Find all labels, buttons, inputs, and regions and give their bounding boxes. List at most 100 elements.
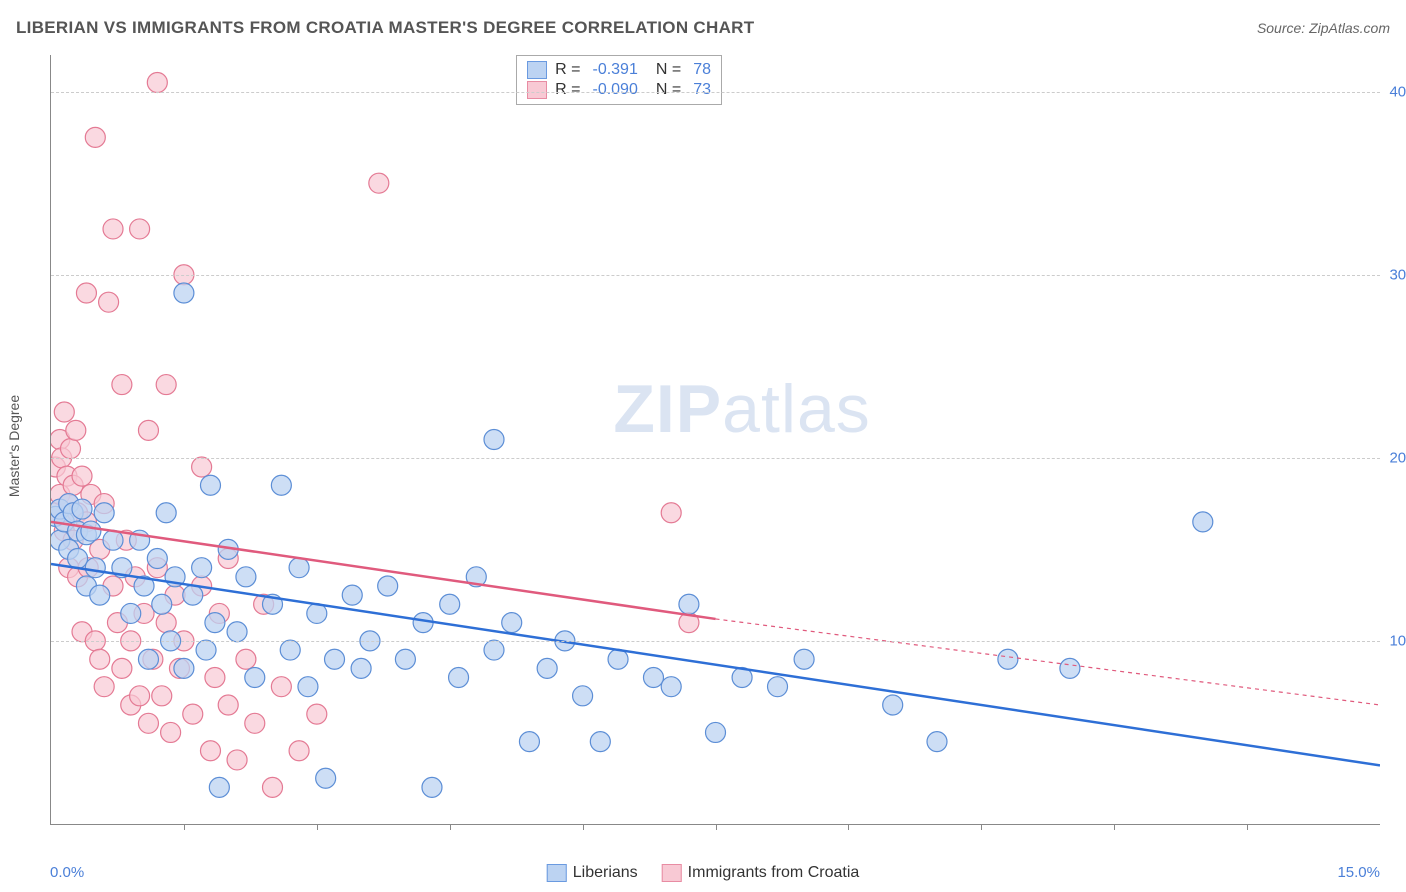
scatter-point: [661, 677, 681, 697]
scatter-point: [245, 668, 265, 688]
gridline: [51, 458, 1380, 459]
scatter-point: [218, 539, 238, 559]
scatter-point: [134, 603, 154, 623]
scatter-point: [519, 732, 539, 752]
y-axis-label: Master's Degree: [6, 395, 22, 497]
scatter-point: [57, 466, 77, 486]
title-bar: LIBERIAN VS IMMIGRANTS FROM CROATIA MAST…: [16, 18, 1390, 38]
scatter-point: [147, 72, 167, 92]
legend-swatch: [527, 61, 547, 79]
scatter-svg: [51, 55, 1380, 824]
scatter-point: [236, 567, 256, 587]
trend-line: [51, 522, 716, 619]
scatter-point: [85, 558, 105, 578]
chart-area: ZIPatlas R =-0.391N =78R =-0.090N =73 10…: [50, 55, 1380, 825]
correlation-row: R =-0.090N =73: [527, 80, 711, 100]
legend-label: Immigrants from Croatia: [688, 864, 860, 882]
x-tick: [716, 824, 717, 830]
scatter-point: [112, 658, 132, 678]
corr-n-value: 78: [693, 61, 711, 79]
scatter-point: [732, 668, 752, 688]
scatter-point: [927, 732, 947, 752]
corr-r-label: R =: [555, 81, 580, 99]
scatter-point: [68, 549, 88, 569]
scatter-point: [121, 603, 141, 623]
scatter-point: [103, 530, 123, 550]
scatter-point: [883, 695, 903, 715]
scatter-point: [54, 402, 74, 422]
scatter-point: [51, 457, 65, 477]
scatter-point: [227, 750, 247, 770]
scatter-point: [76, 283, 96, 303]
scatter-point: [1193, 512, 1213, 532]
legend-swatch: [527, 81, 547, 99]
scatter-point: [271, 475, 291, 495]
scatter-point: [156, 503, 176, 523]
source-attribution: Source: ZipAtlas.com: [1257, 20, 1390, 36]
scatter-point: [998, 649, 1018, 669]
x-axis-min-label: 0.0%: [50, 864, 84, 881]
scatter-point: [227, 622, 247, 642]
scatter-point: [413, 613, 433, 633]
scatter-point: [143, 649, 163, 669]
scatter-point: [351, 658, 371, 678]
scatter-point: [85, 127, 105, 147]
trend-line: [51, 564, 1380, 765]
scatter-point: [205, 613, 225, 633]
gridline: [51, 92, 1380, 93]
scatter-point: [125, 567, 145, 587]
scatter-point: [161, 722, 181, 742]
y-tick-label: 40.0%: [1389, 83, 1406, 100]
scatter-point: [59, 558, 79, 578]
scatter-point: [342, 585, 362, 605]
x-tick: [184, 824, 185, 830]
scatter-point: [90, 649, 110, 669]
scatter-point: [196, 640, 216, 660]
legend-item: Liberians: [547, 864, 638, 882]
scatter-point: [369, 173, 389, 193]
scatter-point: [59, 494, 79, 514]
scatter-point: [59, 539, 79, 559]
scatter-point: [289, 741, 309, 761]
scatter-point: [263, 594, 283, 614]
scatter-point: [608, 649, 628, 669]
scatter-point: [107, 613, 127, 633]
scatter-point: [51, 506, 65, 526]
scatter-point: [209, 603, 229, 623]
scatter-point: [54, 512, 74, 532]
scatter-point: [76, 512, 96, 532]
scatter-point: [280, 640, 300, 660]
scatter-point: [174, 283, 194, 303]
scatter-point: [130, 530, 150, 550]
scatter-point: [263, 777, 283, 797]
scatter-point: [152, 686, 172, 706]
scatter-point: [152, 594, 172, 614]
scatter-point: [68, 503, 88, 523]
scatter-point: [422, 777, 442, 797]
scatter-point: [112, 558, 132, 578]
y-tick-label: 30.0%: [1389, 266, 1406, 283]
chart-title: LIBERIAN VS IMMIGRANTS FROM CROATIA MAST…: [16, 18, 754, 38]
scatter-point: [573, 686, 593, 706]
scatter-point: [147, 558, 167, 578]
scatter-point: [72, 466, 92, 486]
scatter-point: [68, 567, 88, 587]
scatter-point: [192, 558, 212, 578]
scatter-point: [60, 439, 80, 459]
x-tick: [848, 824, 849, 830]
scatter-point: [112, 375, 132, 395]
corr-r-label: R =: [555, 61, 580, 79]
scatter-point: [76, 525, 96, 545]
trend-line-extrapolated: [716, 619, 1381, 705]
scatter-point: [51, 503, 65, 523]
scatter-point: [90, 539, 110, 559]
scatter-point: [679, 594, 699, 614]
scatter-point: [94, 494, 114, 514]
scatter-point: [130, 219, 150, 239]
corr-r-value: -0.090: [592, 81, 637, 99]
scatter-point: [307, 704, 327, 724]
scatter-point: [254, 594, 274, 614]
scatter-point: [174, 658, 194, 678]
scatter-point: [156, 375, 176, 395]
scatter-point: [218, 695, 238, 715]
